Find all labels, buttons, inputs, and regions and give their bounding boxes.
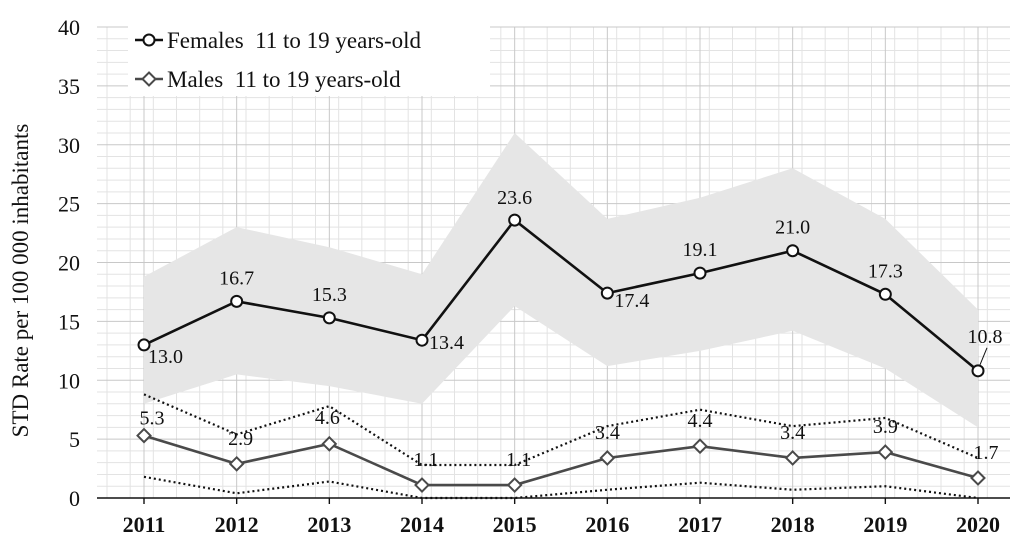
male-point xyxy=(970,470,986,486)
male-point xyxy=(414,477,430,493)
male-point xyxy=(692,438,708,455)
y-tick-label: 0 xyxy=(69,486,80,511)
male-point xyxy=(877,444,894,460)
y-axis-title: STD Rate per 100 000 inhabitants xyxy=(8,124,33,438)
series-lines xyxy=(143,218,979,487)
female-data-label: 21.0 xyxy=(775,217,810,239)
female-data-label: 10.8 xyxy=(968,326,1003,348)
x-tick-label: 2013 xyxy=(307,512,351,535)
female-point xyxy=(137,338,151,352)
legend-female-label: Females 11 to 19 years-old xyxy=(167,28,422,53)
male-data-label: 3.4 xyxy=(595,422,620,444)
male-data-label: 2.9 xyxy=(228,428,253,450)
female-series-line xyxy=(143,218,979,372)
male-point xyxy=(136,427,152,444)
female-ci-band xyxy=(144,132,978,428)
male-data-label: 3.9 xyxy=(873,416,898,438)
female-point xyxy=(786,244,800,258)
male-point xyxy=(321,435,338,452)
y-tick-label: 10 xyxy=(58,368,80,393)
female-data-label: 16.7 xyxy=(219,267,254,289)
male-point xyxy=(599,450,616,466)
x-tick-label: 2018 xyxy=(771,512,815,535)
male-data-label: 1.1 xyxy=(414,449,439,471)
y-tick-label: 35 xyxy=(58,74,80,99)
y-tick-label: 5 xyxy=(69,427,80,452)
female-data-label: 15.3 xyxy=(312,284,347,306)
x-tick-label: 2019 xyxy=(863,512,907,535)
confidence-bounds xyxy=(143,393,979,500)
x-tick-label: 2016 xyxy=(585,512,629,535)
x-tick-label: 2014 xyxy=(400,512,444,535)
confidence-bands xyxy=(144,132,978,428)
male-point xyxy=(506,477,523,493)
label-leader-line xyxy=(979,347,988,366)
male-data-label: 3.4 xyxy=(780,422,805,444)
male-data-label: 1.1 xyxy=(506,449,531,471)
female-point xyxy=(600,286,614,300)
female-data-label: 13.0 xyxy=(148,346,183,368)
female-point xyxy=(508,213,522,227)
legend-male-label: Males 11 to 19 years-old xyxy=(167,67,401,92)
y-tick-label: 15 xyxy=(58,309,80,334)
x-tick-label: 2012 xyxy=(215,512,259,535)
y-tick-label: 40 xyxy=(58,15,80,40)
female-data-label: 13.4 xyxy=(429,332,464,354)
legend-female-marker xyxy=(142,33,156,47)
male-point xyxy=(784,450,801,466)
female-point xyxy=(693,266,707,280)
data-labels: 13.0 16.7 15.3 13.4 23.6 17.4 19.1 21.0 17.3 10.8… xyxy=(140,187,1003,471)
male-point xyxy=(228,455,245,472)
female-data-label: 23.6 xyxy=(497,187,532,209)
legend-background xyxy=(128,24,490,96)
female-data-label: 17.3 xyxy=(868,260,903,282)
female-point xyxy=(971,364,985,378)
y-tick-label: 20 xyxy=(58,251,80,276)
male-series-line xyxy=(143,434,979,487)
x-tick-label: 2017 xyxy=(678,512,722,535)
female-point xyxy=(878,287,892,301)
x-tick-label: 2020 xyxy=(956,512,1000,535)
male-data-label: 5.3 xyxy=(140,408,165,430)
male-data-label: 4.4 xyxy=(688,410,713,432)
y-tick-label: 25 xyxy=(58,192,80,217)
male-ci-upper-line xyxy=(143,393,979,467)
x-tick-label: 2015 xyxy=(493,512,537,535)
female-data-label: 17.4 xyxy=(614,290,649,312)
x-tick-label: 2011 xyxy=(123,512,166,535)
series-markers xyxy=(136,213,986,493)
male-ci-lower-line xyxy=(143,475,979,500)
female-point xyxy=(230,294,244,308)
legend-male-marker xyxy=(141,71,157,87)
axes: 0 5 10 15 20 25 30 35 40 2011 2012 2013 2014 2015 2016… xyxy=(58,15,1010,535)
male-data-label: 1.7 xyxy=(974,442,999,464)
male-data-label: 4.6 xyxy=(315,407,340,429)
y-tick-label: 30 xyxy=(58,133,80,158)
female-data-label: 19.1 xyxy=(683,239,718,261)
female-point xyxy=(415,333,429,347)
legend: Females 11 to 19 years-old Males 11 to 19… xyxy=(128,24,490,96)
female-point xyxy=(322,311,336,325)
